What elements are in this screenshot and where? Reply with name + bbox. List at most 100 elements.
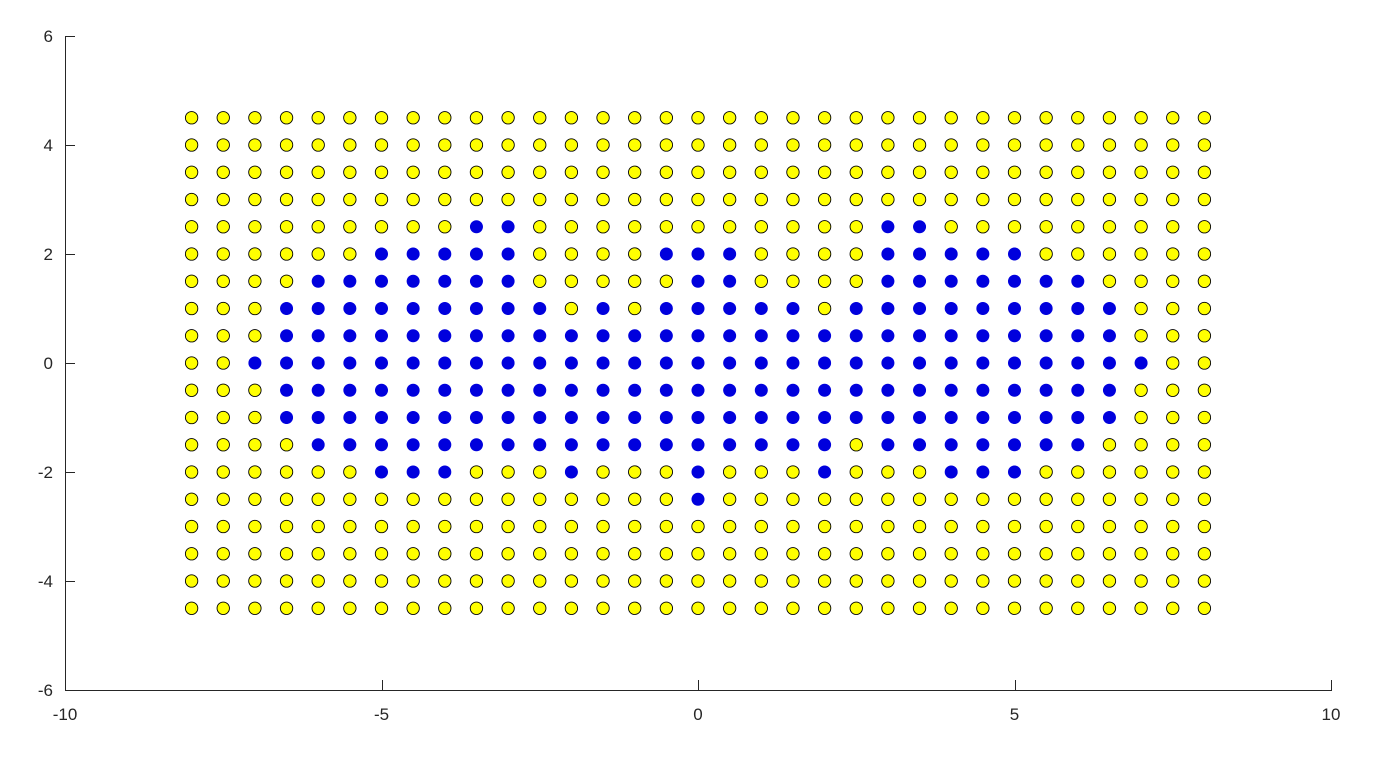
data-point-yellow xyxy=(248,438,262,452)
data-point-blue xyxy=(1102,383,1116,397)
data-point-yellow xyxy=(248,329,262,343)
data-point-yellow xyxy=(944,519,958,534)
data-point-yellow xyxy=(1007,547,1022,561)
data-point-yellow xyxy=(912,111,927,125)
data-point-yellow xyxy=(343,492,357,506)
data-point-yellow xyxy=(248,301,262,316)
data-point-yellow xyxy=(501,465,515,479)
data-point-blue xyxy=(438,301,452,315)
data-point-yellow xyxy=(501,165,515,179)
data-point-blue xyxy=(976,329,990,343)
data-point-yellow xyxy=(659,220,673,234)
data-point-yellow xyxy=(596,274,610,288)
data-point-yellow xyxy=(1134,383,1148,397)
x-tick-label: -5 xyxy=(374,705,389,724)
data-point-yellow xyxy=(849,111,863,125)
data-point-blue xyxy=(533,301,547,315)
data-point-yellow xyxy=(279,111,294,125)
data-point-yellow xyxy=(374,601,389,615)
data-point-blue xyxy=(754,410,768,424)
data-point-blue xyxy=(311,356,325,370)
data-point-blue xyxy=(596,329,610,343)
data-point-yellow xyxy=(1102,165,1117,179)
data-point-blue xyxy=(786,410,800,424)
data-point-yellow xyxy=(1197,329,1212,343)
data-point-yellow xyxy=(533,574,547,588)
data-point-yellow xyxy=(723,465,737,479)
data-point-yellow xyxy=(1102,111,1117,125)
data-point-yellow xyxy=(1071,192,1085,207)
data-point-yellow xyxy=(1197,438,1212,452)
data-point-blue xyxy=(1039,356,1053,370)
data-point-blue xyxy=(976,438,990,452)
data-point-yellow xyxy=(659,547,673,561)
data-point-yellow xyxy=(216,274,230,288)
data-point-blue xyxy=(501,383,515,397)
data-point-yellow xyxy=(628,274,642,288)
data-point-yellow xyxy=(944,111,958,125)
data-point-yellow xyxy=(438,519,452,534)
data-point-blue xyxy=(501,274,515,288)
data-point-yellow xyxy=(723,165,737,179)
data-point-yellow xyxy=(1134,547,1148,561)
data-point-yellow xyxy=(1197,356,1212,370)
data-point-yellow xyxy=(659,274,673,288)
data-point-blue xyxy=(564,329,578,343)
data-point-yellow xyxy=(754,111,768,125)
data-point-yellow xyxy=(311,574,325,588)
data-point-blue xyxy=(944,438,958,452)
data-point-yellow xyxy=(1166,438,1180,452)
data-point-blue xyxy=(881,301,895,315)
data-point-yellow xyxy=(406,165,420,179)
data-point-blue xyxy=(628,438,642,452)
data-point-yellow xyxy=(754,547,768,561)
data-point-blue xyxy=(311,438,325,452)
data-point-yellow xyxy=(754,165,768,179)
data-point-yellow xyxy=(374,192,389,207)
data-point-yellow xyxy=(374,492,389,506)
data-point-blue xyxy=(691,465,705,479)
data-point-yellow xyxy=(1134,247,1148,261)
data-point-yellow xyxy=(849,465,863,479)
data-point-yellow xyxy=(1102,519,1117,534)
data-point-yellow xyxy=(216,383,230,397)
data-point-yellow xyxy=(659,601,673,615)
data-point-yellow xyxy=(216,329,230,343)
data-point-yellow xyxy=(469,111,484,125)
data-point-blue xyxy=(818,465,832,479)
data-point-blue xyxy=(849,356,863,370)
data-point-yellow xyxy=(817,492,832,506)
data-point-yellow xyxy=(1134,274,1148,288)
data-point-yellow xyxy=(248,192,262,207)
data-point-blue xyxy=(248,356,262,370)
points-group xyxy=(184,111,1212,615)
data-point-yellow xyxy=(1039,247,1053,261)
data-point-yellow xyxy=(912,601,927,615)
data-point-yellow xyxy=(659,574,673,588)
data-point-yellow xyxy=(596,192,610,207)
x-tick-label: -10 xyxy=(53,705,78,724)
data-point-yellow xyxy=(184,192,199,207)
data-point-yellow xyxy=(1166,574,1180,588)
data-point-blue xyxy=(469,438,483,452)
data-point-yellow xyxy=(1197,274,1212,288)
data-point-yellow xyxy=(881,165,895,179)
data-point-yellow xyxy=(817,574,832,588)
data-point-blue xyxy=(469,274,483,288)
data-point-yellow xyxy=(1039,192,1053,207)
tick-group: -10 -5 0 5 10 -6 -4 -2 0 2 4 6 xyxy=(38,27,1341,724)
data-point-yellow xyxy=(216,356,230,370)
data-point-yellow xyxy=(311,220,325,234)
data-point-yellow xyxy=(596,247,610,261)
data-point-blue xyxy=(881,329,895,343)
data-point-blue xyxy=(564,356,578,370)
data-point-yellow xyxy=(596,574,610,588)
data-point-blue xyxy=(913,410,927,424)
data-point-blue xyxy=(786,383,800,397)
data-point-yellow xyxy=(849,438,863,452)
data-point-blue xyxy=(786,356,800,370)
data-point-yellow xyxy=(1197,301,1212,316)
data-point-yellow xyxy=(1071,220,1085,234)
data-point-blue xyxy=(944,247,958,261)
data-point-yellow xyxy=(279,601,294,615)
